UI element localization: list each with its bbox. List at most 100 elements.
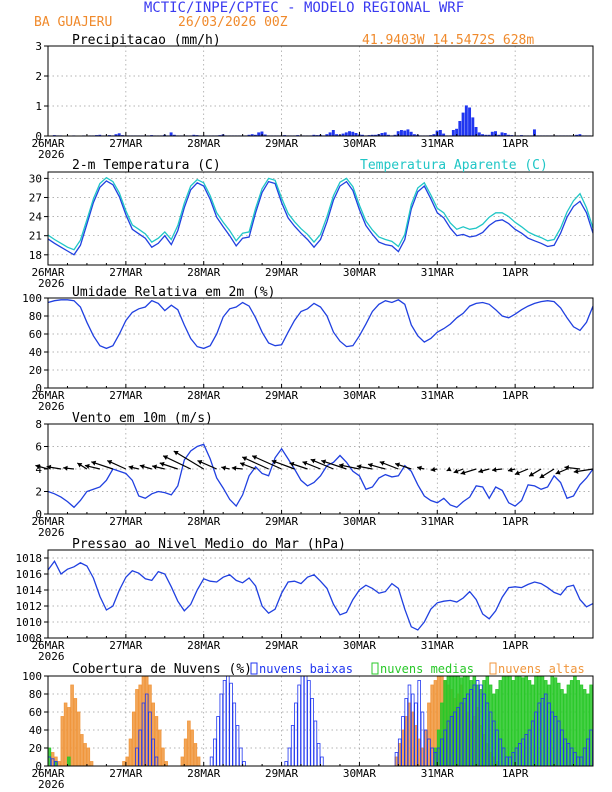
precipitation-bar xyxy=(374,134,377,136)
precipitation-bar xyxy=(455,128,459,136)
wind-vector-head xyxy=(395,462,400,468)
wind-vector-head xyxy=(321,459,327,465)
precipitation-bar xyxy=(481,134,484,136)
cloud-bar-nuvens-medias xyxy=(466,675,470,767)
x-tick-label: 29MAR xyxy=(265,515,298,528)
precipitation-bar xyxy=(461,112,465,136)
cloud-bar-nuvens-medias xyxy=(495,689,499,767)
x-tick-label: 1APR xyxy=(502,389,529,402)
x-tick-label: 27MAR xyxy=(109,767,142,780)
temperature-marks xyxy=(47,176,594,256)
x-tick-label: 28MAR xyxy=(187,266,220,279)
cloud-bar-nuvens-altas xyxy=(151,702,155,767)
x-year-label: 2026 xyxy=(38,650,65,663)
y-tick-label: 60 xyxy=(29,328,42,341)
legend-high-clouds: nuvens altas xyxy=(498,662,585,676)
cloud-bar-nuvens-altas xyxy=(417,738,421,767)
series-line xyxy=(47,443,594,509)
wind-vector-head xyxy=(242,456,248,462)
station-coordinates: 41.9403W 14.5472S 628m xyxy=(362,33,534,48)
precipitation-bar xyxy=(468,107,472,136)
precipitation-bar xyxy=(396,131,400,136)
x-year-label: 2026 xyxy=(38,778,65,791)
humidity-x-axis: 26MAR 27MAR 28MAR 29MAR 30MAR 31MAR 1APR 2026 xyxy=(31,384,575,413)
precipitation-bar xyxy=(328,132,332,136)
humidity-y-axis: 0 20 40 60 80 100 xyxy=(22,292,48,395)
temperature-grid xyxy=(48,172,593,265)
cloud-bar-nuvens-altas xyxy=(190,729,194,767)
cloud-bar-nuvens-medias xyxy=(482,680,486,767)
series-line xyxy=(47,559,594,631)
precipitation-bar xyxy=(253,134,257,136)
cloud-bar-nuvens-medias xyxy=(537,675,542,767)
legend-high-clouds-swatch xyxy=(489,662,497,675)
precipitation-bar xyxy=(451,130,455,136)
cloud-bar-nuvens-medias xyxy=(579,684,584,767)
cloud-bar-nuvens-altas xyxy=(148,684,152,767)
cloud-bar-nuvens-medias xyxy=(443,680,447,767)
wind-vector-head xyxy=(507,467,513,473)
wind-vector xyxy=(173,450,205,470)
cloud-bar-nuvens-medias xyxy=(550,675,554,767)
cloud-bar-nuvens-medias xyxy=(563,693,567,767)
x-tick-label: 27MAR xyxy=(109,515,142,528)
wind-vector-head xyxy=(91,460,97,466)
cloud-bar-nuvens-altas xyxy=(73,698,78,767)
x-tick-label: 27MAR xyxy=(109,137,142,150)
wind-vector-head xyxy=(310,458,316,464)
cloud-bar-nuvens-medias xyxy=(469,680,473,767)
wind-vector-head xyxy=(453,468,459,474)
panel-cloud-cover: 0 20 40 60 80 100 26MAR 27MAR 28MAR 29MAR 30MAR 31… xyxy=(22,662,594,791)
cloud-bar-nuvens-altas xyxy=(76,711,81,767)
precipitation-bar xyxy=(331,130,335,136)
precipitation-bar xyxy=(403,130,407,136)
cloud-title: Cobertura de Nuvens (%) xyxy=(72,662,252,677)
x-tick-label: 29MAR xyxy=(265,389,298,402)
wind-vector-head xyxy=(271,459,277,465)
station-name: BA GUAJERU xyxy=(34,15,112,30)
precipitation-x-axis: 26MAR 27MAR 28MAR 29MAR 30MAR 31MAR 1APR 2026 xyxy=(31,132,575,161)
x-tick-label: 26MAR xyxy=(31,639,64,652)
x-tick-label: 30MAR xyxy=(343,266,376,279)
precipitation-bar xyxy=(471,117,475,136)
x-tick-label: 31MAR xyxy=(421,767,454,780)
wind-vector-head xyxy=(46,464,52,470)
x-tick-label: 26MAR xyxy=(31,137,64,150)
cloud-bar-nuvens-altas xyxy=(404,716,409,767)
precipitation-bar xyxy=(500,132,504,136)
cloud-bar-nuvens-altas xyxy=(135,689,139,767)
x-year-label: 2026 xyxy=(38,526,65,539)
precipitation-bar xyxy=(351,131,355,136)
wind-vector-head xyxy=(139,464,145,470)
wind-vector-head xyxy=(430,466,436,472)
x-tick-label: 28MAR xyxy=(187,389,220,402)
cloud-bar-nuvens-altas xyxy=(430,684,434,767)
x-tick-label: 28MAR xyxy=(187,767,220,780)
precipitation-bar xyxy=(325,134,329,136)
temperature-y-axis: 18 21 24 27 30 xyxy=(29,172,48,262)
cloud-bar-nuvens-altas xyxy=(410,711,415,767)
wind-vector-head xyxy=(152,464,157,470)
cloud-bar-nuvens-altas xyxy=(154,716,159,767)
wind-vector-head xyxy=(77,463,83,468)
x-tick-label: 26MAR xyxy=(31,389,64,402)
y-tick-label: 80 xyxy=(29,688,42,701)
precipitation-bar xyxy=(250,134,254,136)
precipitation-bar xyxy=(98,134,102,136)
cloud-bar-nuvens-medias xyxy=(560,689,564,767)
humidity-marks xyxy=(47,299,594,350)
panel-pressure: 1008 1010 1012 1014 1016 1018 26MAR 27MAR 28MAR… xyxy=(16,537,594,663)
x-tick-label: 26MAR xyxy=(31,266,64,279)
panel-temperature: 18 21 24 27 30 26MAR 27MAR 28MAR 29MAR 30MAR 31MA… xyxy=(29,158,594,290)
cloud-bar-nuvens-altas xyxy=(161,747,165,767)
cloud-bar-nuvens-altas xyxy=(401,729,405,767)
wind-vector-head xyxy=(356,464,362,470)
x-tick-label: 29MAR xyxy=(265,137,298,150)
precipitation-bar xyxy=(341,133,345,136)
cloud-bar-nuvens-altas xyxy=(70,684,74,767)
wind-vector-head xyxy=(302,461,308,466)
precipitation-bar xyxy=(263,134,267,136)
y-tick-label: 2 xyxy=(35,70,42,83)
cloud-bar-nuvens-altas xyxy=(414,725,418,767)
